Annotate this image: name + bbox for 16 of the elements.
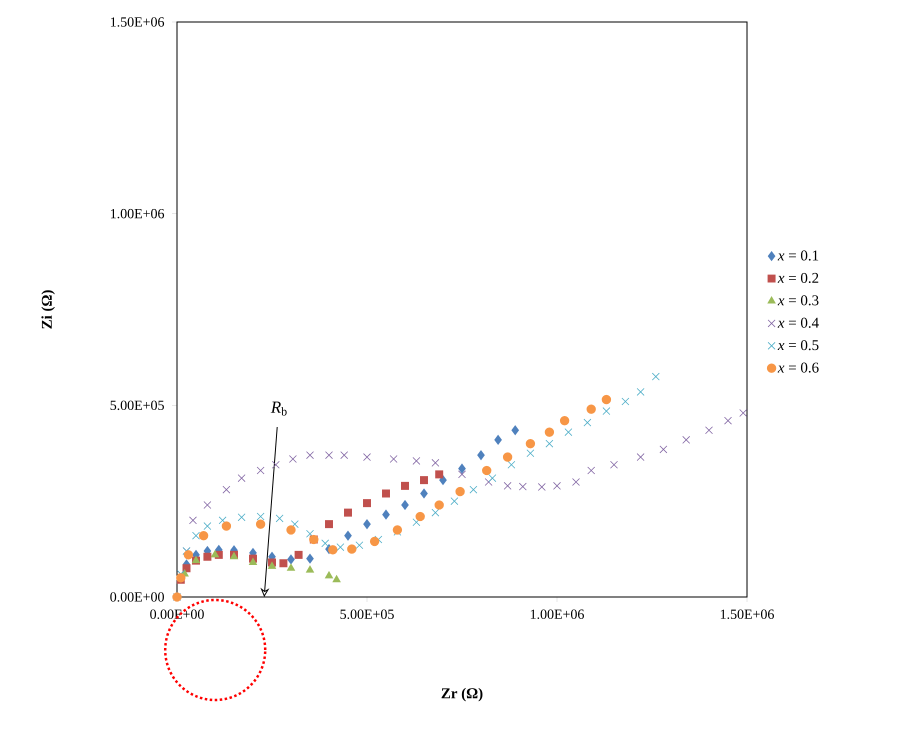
legend-label: x = 0.4 [778,318,819,328]
annotation: R$_{b}$ [270,402,287,416]
y-tick-label: 0.00E+00 [110,592,164,602]
x-tick-label: 1.00E+06 [530,610,584,619]
legend-label: x = 0.3 [778,295,818,306]
legend-label: x = 0.1 [778,250,818,261]
legend-label: x = 0.2 [778,272,818,284]
y-tick-label: 1.50E+06 [110,17,164,27]
legend-label: x = 0.5 [778,340,818,350]
y-axis-title: Zi (Ω) [41,290,55,329]
x-tick-label: 1.50E+06 [720,610,774,619]
legend-label: x = 0.6 [778,362,819,373]
x-axis-title: Zr (Ω) [442,688,482,702]
x-tick-label: 5.00E+05 [340,610,394,619]
y-tick-label: 1.00E+06 [110,208,164,218]
y-tick-label: 5.00E+05 [110,400,164,410]
